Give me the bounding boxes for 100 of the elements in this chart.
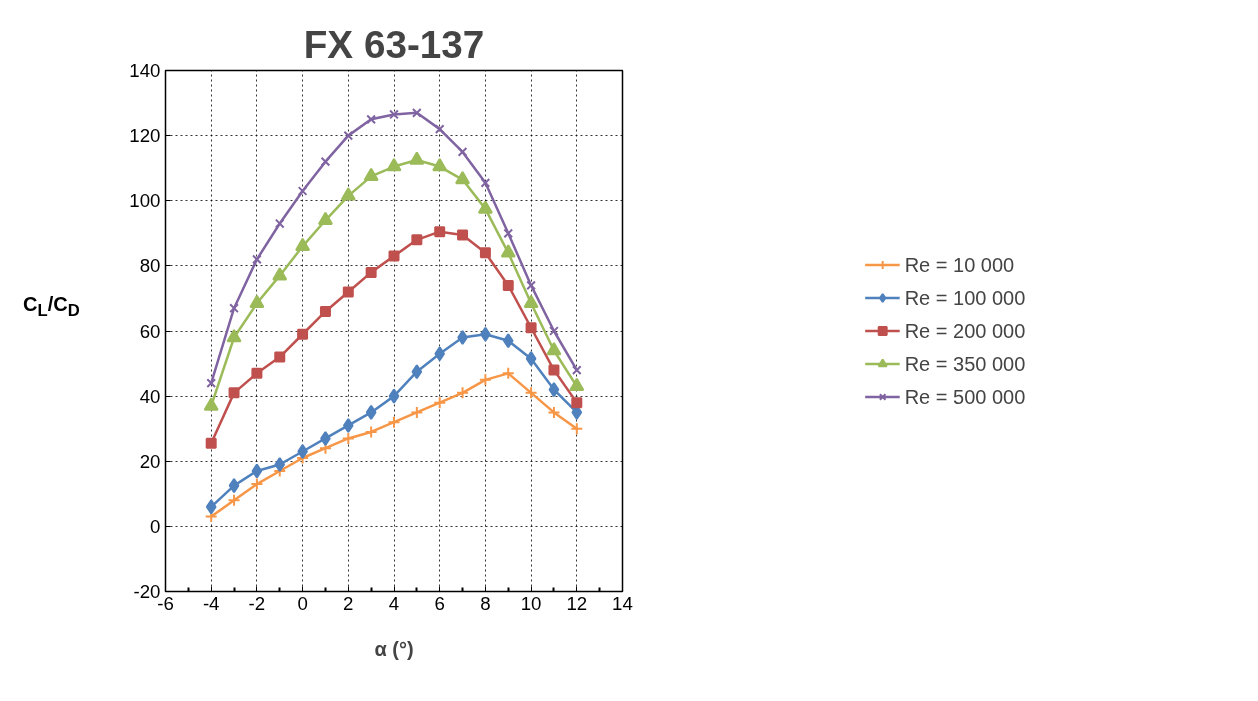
point	[203, 397, 219, 411]
point	[502, 333, 514, 349]
y-tick-label: 0	[150, 515, 161, 537]
point	[228, 387, 240, 399]
point	[342, 286, 354, 298]
point	[365, 404, 377, 420]
point	[250, 477, 264, 491]
point	[525, 322, 537, 334]
point	[455, 171, 471, 185]
point	[363, 167, 379, 182]
point	[457, 147, 468, 157]
point	[274, 218, 285, 229]
legend-label: Re = 200 000	[904, 319, 1026, 342]
y-axis-title: C$_{L}$/C$_{D}$	[23, 293, 80, 320]
point	[365, 266, 377, 278]
point	[295, 237, 311, 252]
point	[411, 234, 423, 246]
x-tick-label: 8	[480, 592, 491, 614]
point	[523, 294, 539, 309]
x-tick-label: 4	[388, 592, 400, 614]
x-tick-label: 12	[566, 592, 588, 614]
point	[205, 499, 217, 515]
point	[205, 437, 217, 449]
point	[433, 396, 447, 410]
point	[343, 130, 354, 141]
point	[411, 364, 423, 380]
point	[341, 431, 355, 445]
point	[251, 367, 263, 379]
point	[479, 247, 491, 259]
point	[434, 226, 446, 238]
point	[274, 457, 286, 473]
point	[546, 342, 562, 356]
x-tick-label: 14	[612, 592, 633, 614]
point	[274, 351, 286, 363]
point	[251, 463, 263, 479]
point	[226, 329, 242, 343]
point	[569, 377, 585, 392]
point	[340, 187, 356, 201]
point	[317, 211, 333, 226]
point	[364, 425, 378, 439]
point	[342, 417, 354, 433]
point	[548, 382, 560, 398]
point	[388, 388, 400, 404]
chart-title: FX 63-137	[303, 22, 485, 66]
point	[409, 151, 425, 165]
y-tick-label: 120	[129, 125, 161, 147]
point	[227, 493, 241, 507]
point	[502, 279, 514, 291]
y-tick-label: 100	[129, 190, 161, 212]
point	[389, 109, 399, 120]
point	[228, 478, 240, 494]
point	[272, 267, 288, 281]
legend-label: Re = 100 000	[904, 286, 1026, 309]
legend-label: Re = 500 000	[904, 385, 1026, 408]
point	[387, 415, 401, 429]
y-tick-label: 40	[139, 385, 161, 407]
point	[249, 294, 265, 309]
x-axis-title: α (°)	[374, 637, 414, 660]
y-tick-label: 60	[139, 320, 161, 342]
point	[526, 280, 536, 291]
point	[229, 303, 239, 314]
point	[503, 228, 514, 239]
point	[457, 229, 469, 241]
point	[297, 186, 308, 196]
point	[501, 366, 515, 380]
legend-label: Re = 350 000	[904, 352, 1026, 375]
point	[252, 254, 262, 265]
x-tick-label: 2	[343, 592, 354, 614]
point	[524, 386, 538, 400]
point	[477, 200, 493, 214]
point	[478, 373, 492, 387]
x-tick-label: 0	[297, 592, 308, 614]
point	[456, 386, 470, 400]
point	[206, 378, 217, 388]
point	[547, 405, 561, 419]
point	[525, 351, 537, 367]
y-tick-label: 20	[139, 450, 161, 472]
point	[386, 158, 402, 172]
point	[432, 158, 448, 172]
point	[500, 244, 516, 258]
point	[571, 365, 582, 375]
point	[319, 305, 331, 317]
y-tick-label: 140	[129, 60, 161, 81]
point	[570, 422, 584, 436]
point	[411, 107, 422, 118]
point	[549, 326, 559, 336]
x-tick-label: -4	[202, 592, 220, 614]
x-tick-label: -2	[248, 592, 266, 614]
point	[548, 364, 560, 376]
legend-label: Re = 10 000	[904, 253, 1015, 276]
point	[388, 250, 400, 262]
point	[410, 405, 424, 419]
point	[366, 114, 377, 125]
point	[434, 346, 446, 362]
point	[434, 124, 445, 134]
point	[297, 328, 309, 340]
y-tick-label: 80	[139, 255, 161, 277]
point	[320, 156, 331, 167]
point	[480, 177, 491, 188]
x-tick-label: 10	[520, 592, 542, 614]
